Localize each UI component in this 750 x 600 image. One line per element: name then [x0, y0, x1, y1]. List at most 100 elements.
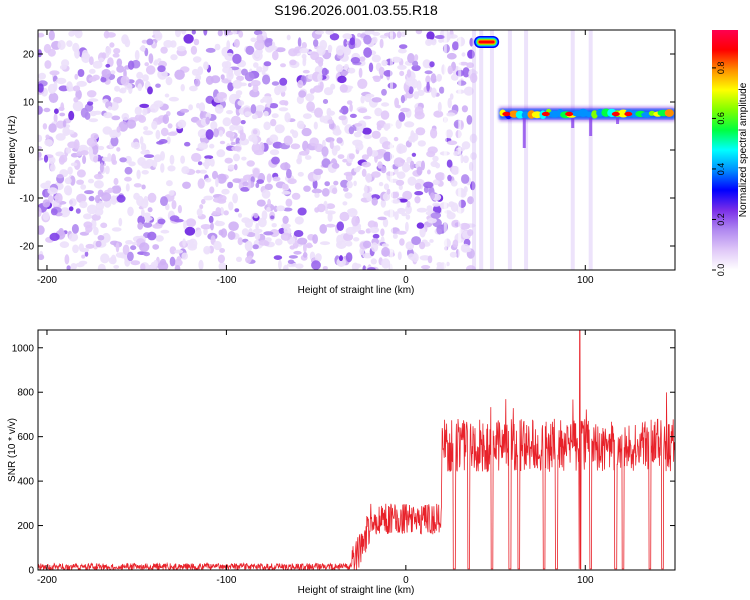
spectrogram-noise-cell — [450, 180, 458, 187]
snr-y-tick-label: 400 — [17, 477, 34, 488]
spectrogram-noise-cell — [72, 100, 84, 112]
spectrogram-noise-cell — [239, 82, 247, 87]
spectrogram-noise-cell — [221, 188, 230, 195]
spectrogram-noise-cell — [339, 109, 344, 113]
spectrogram-noise-cell — [241, 156, 247, 161]
spectrogram-noise-cell — [337, 75, 347, 84]
spectrogram-noise-cell — [191, 68, 199, 76]
spectrogram-noise-cell — [362, 240, 372, 249]
spectrogram-noise-cell — [269, 229, 280, 238]
spectrogram-noise-cell — [76, 169, 86, 178]
spectrogram-noise-cell — [172, 259, 183, 267]
spectrogram-noise-cell — [95, 240, 102, 248]
spectrogram-noise-cell — [157, 65, 166, 73]
spectrogram-noise-cell — [297, 171, 304, 177]
spectrogram-noise-cell — [53, 80, 58, 92]
spectrogram-noise-cell — [71, 224, 79, 234]
spectrogram-noise-cell — [111, 185, 122, 194]
spectrogram-noise-cell — [447, 174, 452, 182]
spectrogram-noise-cell — [405, 77, 416, 87]
spectrogram-noise-cell — [242, 181, 249, 187]
spectrogram-noise-cell — [250, 80, 261, 87]
spectrogram-noise-cell — [329, 33, 340, 41]
spectrogram-noise-cell — [170, 54, 178, 61]
spectrogram-noise-cell — [190, 45, 198, 55]
spectrogram-noise-cell — [137, 222, 144, 230]
spectrogram-noise-cell — [236, 256, 242, 262]
spectrogram-noise-cell — [73, 97, 79, 103]
spectrogram-noise-cell — [461, 52, 466, 57]
spectrogram-noise-cell — [62, 120, 67, 128]
spectrogram-noise-cell — [461, 105, 468, 113]
spectrogram-noise-cell — [284, 162, 289, 171]
spectrogram-noise-cell — [278, 107, 289, 112]
spectrogram-noise-cell — [362, 265, 367, 270]
spectrogram-noise-cell — [345, 252, 353, 263]
spectrogram-noise-cell — [94, 195, 101, 204]
spectrogram-noise-cell — [400, 95, 405, 104]
spectrogram-noise-cell — [227, 30, 232, 33]
spectrogram-noise-cell — [378, 181, 384, 187]
spectrogram-noise-cell — [110, 70, 116, 75]
spectrogram-noise-cell — [237, 213, 243, 218]
spectrogram-noise-cell — [304, 155, 312, 160]
snr-y-label: SNR (10 * v/v) — [7, 418, 18, 482]
spectrogram-noise-cell — [100, 253, 110, 264]
colorbar-tick-label: 0.8 — [716, 62, 726, 75]
spectrogram-noise-cell — [430, 192, 435, 200]
spectrogram-noise-cell — [102, 156, 109, 162]
spectrogram-noise-cell — [386, 188, 391, 195]
spectrogram-noise-cell — [130, 260, 141, 266]
spectrogram-noise-cell — [413, 91, 420, 100]
spectrogram-noise-cell — [111, 227, 122, 232]
spectrogram-noise-cell — [449, 251, 457, 258]
spectrogram-noise-cell — [83, 53, 90, 59]
spectrogram-noise-cell — [76, 179, 84, 185]
spectrogram-noise-cell — [321, 67, 328, 76]
spectrogram-noise-cell — [72, 30, 80, 36]
carrier-cell — [585, 111, 593, 118]
carrier-peak — [624, 111, 633, 117]
spectrogram-noise-cell — [193, 38, 200, 46]
spectrogram-noise-cell — [66, 265, 71, 270]
spectrogram-noise-cell — [372, 233, 380, 239]
spectrogram-noise-cell — [302, 252, 308, 258]
spectrogram-noise-cell — [72, 244, 79, 254]
spectrogram-noise-cell — [258, 239, 269, 246]
spectrogram-noise-cell — [197, 142, 209, 150]
spectrogram-noise-cell — [328, 48, 332, 54]
spectrogram-noise-cell — [336, 234, 343, 246]
spectrogram-noise-cell — [214, 43, 221, 51]
spectrogram-noise-cell — [198, 102, 206, 113]
spectrogram-noise-cell — [220, 74, 225, 80]
colorbar: 0.0 0.2 0.4 0.6 0.8 Normalized spectral ampl… — [712, 30, 749, 276]
spectrogram-noise-cell — [380, 110, 390, 120]
spectrogram-noise-cell — [107, 187, 114, 193]
spectrogram-noise-cell — [334, 145, 341, 152]
spectrogram-noise-cell — [408, 86, 414, 95]
spectrogram-noise-cell — [125, 240, 133, 245]
spectrogram-noise-cell — [224, 60, 232, 68]
spectrogram-noise-cell — [140, 150, 151, 155]
spectrogram-noise-cell — [253, 30, 263, 36]
spectrogram-noise-cell — [343, 187, 349, 192]
spectrogram-noise-cell — [94, 207, 104, 216]
spectrogram-noise-cell — [116, 194, 126, 203]
spectrogram-noise-cell — [53, 113, 58, 123]
spectrogram-noise-cell — [93, 173, 104, 180]
spectrogram-noise-cell — [322, 266, 328, 270]
spectrogram-noise-cell — [139, 242, 150, 252]
spectrogram-noise-cell — [312, 179, 318, 189]
spectrogram-noise-cell — [191, 152, 202, 162]
spectrogram-noise-cell — [414, 196, 421, 204]
spectrogram-noise-cell — [247, 255, 253, 261]
spectrogram-noise-cell — [226, 70, 234, 81]
spectrogram-noise-cell — [38, 225, 45, 235]
spectrogram-noise-cell — [75, 89, 82, 100]
spectrogram-noise-cell — [187, 243, 197, 251]
signal-column-streak — [588, 30, 593, 270]
spectrogram-noise-cell — [118, 121, 129, 132]
spectrogram-noise-cell — [436, 73, 442, 82]
spectrogram-noise-cell — [445, 129, 453, 139]
spectrogram-noise-cell — [167, 123, 173, 129]
